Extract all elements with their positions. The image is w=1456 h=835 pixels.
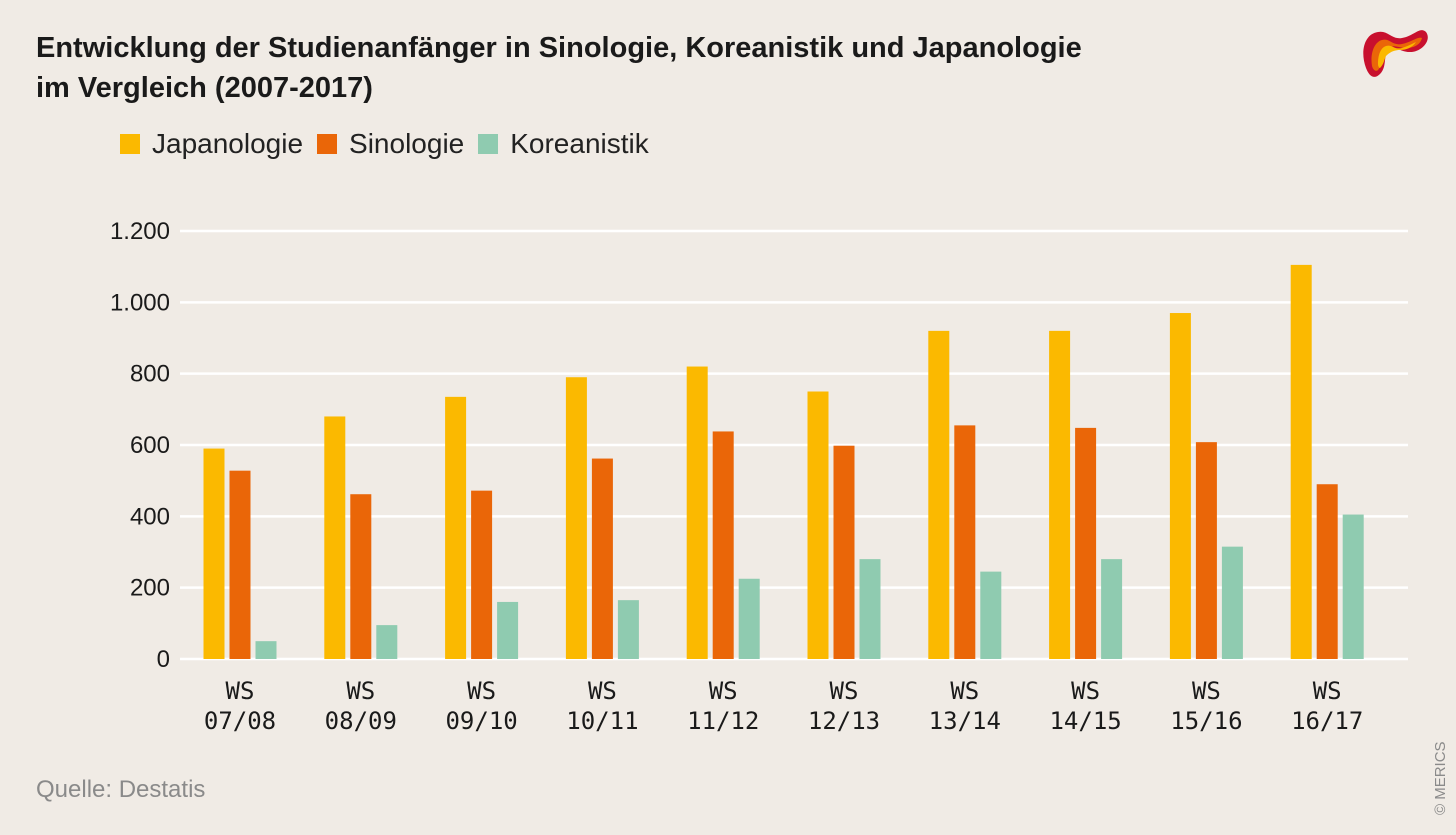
x-tick-label: 08/09 <box>325 707 397 735</box>
bar-japanologie <box>928 330 950 659</box>
x-tick-label: 07/08 <box>204 707 276 735</box>
legend-item-sinologie: Sinologie <box>317 128 464 160</box>
x-tick-label: WS <box>1192 677 1221 705</box>
bar-sinologie <box>471 490 493 659</box>
bar-sinologie <box>954 425 976 659</box>
x-tick-label: 14/15 <box>1049 707 1121 735</box>
bar-sinologie <box>833 445 855 659</box>
chart-title: Entwicklung der Studienanfänger in Sinol… <box>36 28 1236 108</box>
bar-koreanistik <box>497 601 519 659</box>
source-note: Quelle: Destatis <box>36 776 206 803</box>
bar-japanologie <box>1169 313 1191 659</box>
x-tick-label: 09/10 <box>445 707 517 735</box>
x-tick-label: 13/14 <box>929 707 1001 735</box>
y-tick-label: 1.200 <box>110 218 170 245</box>
x-tick-label: 10/11 <box>566 707 638 735</box>
bar-koreanistik <box>738 578 760 659</box>
legend-swatch-sinologie <box>317 134 338 154</box>
legend-label-sinologie: Sinologie <box>349 128 465 159</box>
bar-koreanistik <box>859 559 881 659</box>
bar-sinologie <box>591 458 613 659</box>
bar-japanologie <box>324 416 346 659</box>
legend-item-japanologie: Japanologie <box>120 128 303 160</box>
x-tick-label: 16/17 <box>1291 707 1363 735</box>
bar-sinologie <box>350 494 372 659</box>
bar-japanologie <box>807 391 829 659</box>
x-tick-label: WS <box>588 677 617 705</box>
legend-swatch-koreanistik <box>478 134 499 154</box>
bar-koreanistik <box>980 571 1002 659</box>
x-tick-label: WS <box>226 677 255 705</box>
copyright-note: © MERICS <box>1432 741 1449 815</box>
bar-japanologie <box>565 377 587 659</box>
x-tick-label: WS <box>950 677 979 705</box>
legend: Japanologie Sinologie Koreanistik <box>120 128 663 160</box>
y-tick-label: 1.000 <box>110 289 170 316</box>
y-tick-label: 0 <box>157 646 170 673</box>
x-tick-label: 12/13 <box>808 707 880 735</box>
legend-swatch-japanologie <box>120 134 140 154</box>
x-tick-label: 15/16 <box>1170 707 1242 735</box>
bar-japanologie <box>203 448 225 659</box>
bar-sinologie <box>1316 484 1338 659</box>
y-tick-label: 600 <box>130 432 170 459</box>
x-tick-label: WS <box>709 677 738 705</box>
chart-title-line-1: Entwicklung der Studienanfänger in Sinol… <box>36 32 1082 64</box>
x-tick-label: 11/12 <box>687 707 759 735</box>
bar-koreanistik <box>1221 546 1243 659</box>
bar-japanologie <box>1049 330 1071 659</box>
merics-logo-icon <box>1363 30 1428 77</box>
bar-sinologie <box>1075 427 1097 659</box>
x-tick-label: WS <box>1313 677 1342 705</box>
bar-japanologie <box>445 396 467 659</box>
x-tick-label: WS <box>346 677 375 705</box>
x-tick-label: WS <box>467 677 496 705</box>
y-tick-label: 200 <box>130 575 170 602</box>
bar-koreanistik <box>1342 514 1364 659</box>
bar-japanologie <box>1290 264 1312 659</box>
bar-koreanistik <box>376 625 398 659</box>
bar-sinologie <box>1195 442 1217 659</box>
legend-item-koreanistik: Koreanistik <box>478 128 649 160</box>
legend-label-koreanistik: Koreanistik <box>510 128 649 159</box>
bar-koreanistik <box>617 600 639 659</box>
bar-koreanistik <box>1101 559 1123 659</box>
y-tick-label: 800 <box>130 361 170 388</box>
bar-japanologie <box>686 366 708 659</box>
bar-koreanistik <box>255 641 277 659</box>
y-tick-label: 400 <box>130 503 170 530</box>
x-tick-label: WS <box>830 677 859 705</box>
x-tick-label: WS <box>1071 677 1100 705</box>
legend-label-japanologie: Japanologie <box>152 128 304 159</box>
bar-sinologie <box>712 431 734 659</box>
chart-title-line-2: im Vergleich (2007-2017) <box>36 72 373 104</box>
bar-sinologie <box>229 470 251 659</box>
